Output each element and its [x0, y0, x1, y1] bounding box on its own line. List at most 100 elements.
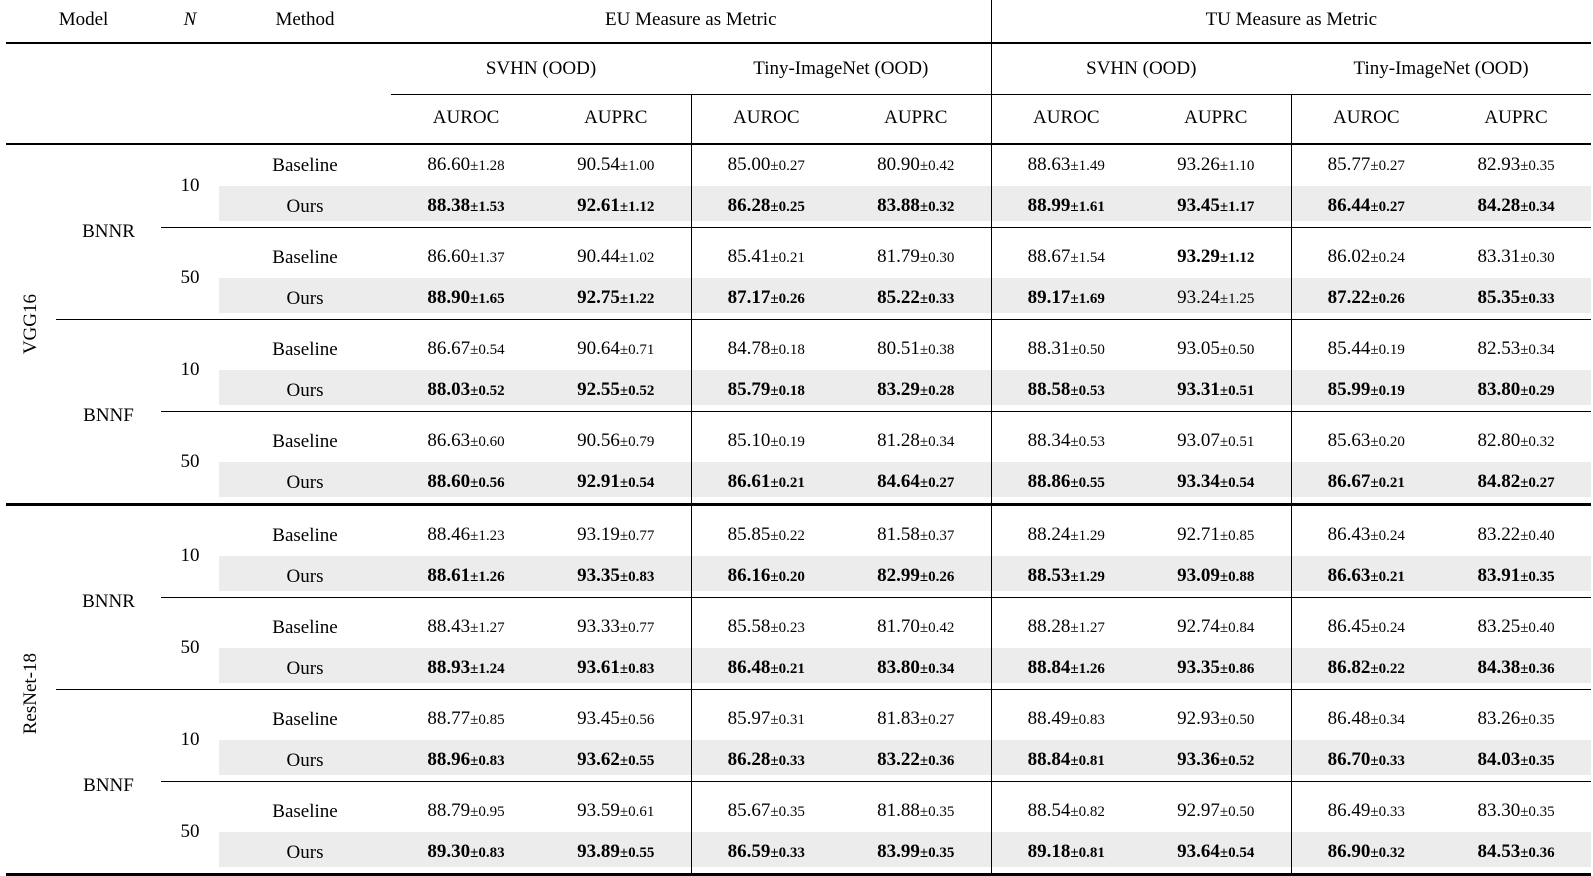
metric-mean: 84.03: [1477, 749, 1521, 770]
metric-mean: 93.59: [577, 800, 620, 821]
metric-std: ±0.29: [1520, 383, 1555, 399]
metric-mean: 88.46: [427, 524, 471, 545]
metric-mean: 86.48: [1327, 708, 1371, 729]
method-cell: Ours: [219, 186, 392, 228]
method-cell: Ours: [219, 278, 392, 320]
metric-std: ±0.35: [770, 804, 805, 820]
metric-mean: 85.67: [727, 800, 771, 821]
metric-std: ±0.79: [619, 434, 655, 450]
metric-value-cell: 85.63±0.20: [1290, 411, 1442, 462]
method-cell: Baseline: [219, 689, 392, 740]
metric-mean: 83.25: [1477, 616, 1521, 637]
metric-std: ±1.00: [619, 158, 655, 174]
header-row-groups: Model N Method EU Measure as Metric TU M…: [6, 0, 1592, 44]
ours-row: Ours 89.30±0.83 93.89±0.55 86.59±0.33 83.99±…: [6, 832, 1592, 875]
metric-value-cell: 85.58±0.23: [690, 597, 842, 648]
metric-value-cell: 88.86±0.55: [990, 462, 1142, 505]
metric-std: ±0.34: [1520, 342, 1555, 358]
metric-std: ±0.33: [919, 291, 955, 307]
metric-std: ±0.24: [1370, 250, 1405, 266]
metric-std: ±1.65: [470, 291, 505, 307]
metric-std: ±1.12: [1219, 250, 1255, 266]
bnn-type-cell: BNNR: [56, 503, 162, 690]
metric-value-cell: 81.83±0.27: [841, 689, 992, 740]
bnn-type-cell: BNNF: [56, 689, 162, 875]
metric-mean: 86.43: [1327, 524, 1371, 545]
metric-std: ±1.54: [1070, 250, 1105, 266]
col-group-tu-measure: TU Measure as Metric: [990, 0, 1592, 44]
metric-std: ±0.32: [919, 199, 955, 215]
metric-mean: 93.36: [1177, 749, 1220, 770]
metric-mean: 88.67: [1027, 246, 1071, 267]
metric-mean: 83.29: [877, 379, 920, 400]
metric-value-cell: 92.55±0.52: [541, 370, 692, 412]
metric-std: ±0.27: [919, 712, 955, 728]
metric-mean: 84.64: [877, 471, 920, 492]
metric-value-cell: 83.29±0.28: [841, 370, 992, 412]
metric-mean: 86.63: [427, 430, 471, 451]
model-label-cell: ResNet-18: [6, 503, 56, 875]
metric-value-cell: 93.45±1.17: [1141, 186, 1292, 228]
ours-row: Ours 88.61±1.26 93.35±0.83 86.16±0.20 82.99±…: [6, 556, 1592, 598]
metric-std: ±0.85: [1219, 528, 1255, 544]
metric-mean: 86.45: [1327, 616, 1371, 637]
metric-std: ±1.29: [1070, 569, 1105, 585]
metric-mean: 85.00: [727, 154, 771, 175]
metric-std: ±0.33: [1370, 804, 1405, 820]
metric-mean: 88.77: [427, 708, 471, 729]
method-cell: Ours: [219, 740, 392, 782]
metric-mean: 86.28: [727, 195, 771, 216]
metric-std: ±0.27: [919, 475, 955, 491]
metric-mean: 86.90: [1327, 841, 1371, 862]
metric-std: ±0.25: [770, 199, 805, 215]
metric-value-cell: 86.63±0.60: [391, 411, 542, 462]
ours-row: Ours 88.93±1.24 93.61±0.83 86.48±0.21 83.80±…: [6, 648, 1592, 690]
metric-mean: 92.74: [1177, 616, 1220, 637]
metric-mean: 88.28: [1027, 616, 1071, 637]
metric-std: ±0.60: [470, 434, 505, 450]
metric-std: ±0.82: [1070, 804, 1105, 820]
metric-value-cell: 83.22±0.40: [1441, 503, 1592, 556]
metric-std: ±0.81: [1070, 845, 1105, 861]
metric-std: ±1.29: [1070, 528, 1105, 544]
n-value-cell: 10: [161, 319, 220, 412]
metric-mean: 88.49: [1027, 708, 1071, 729]
metric-value-cell: 90.54±1.00: [541, 144, 691, 186]
ours-row: Ours 88.60±0.56 92.91±0.54 86.61±0.21 84.64±…: [6, 462, 1592, 505]
metric-mean: 86.67: [1327, 471, 1371, 492]
metric-mean: 92.71: [1177, 524, 1220, 545]
metric-mean: 88.34: [1027, 430, 1071, 451]
metric-mean: 88.86: [1027, 471, 1071, 492]
metric-std: ±0.26: [919, 569, 955, 585]
metric-mean: 83.26: [1477, 708, 1521, 729]
metric-value-cell: 84.03±0.35: [1441, 740, 1592, 782]
n-value-cell: 10: [161, 689, 220, 782]
metric-value-cell: 83.30±0.35: [1441, 781, 1592, 832]
metric-mean: 93.35: [1177, 657, 1220, 678]
col-header-auprc: AUPRC: [841, 94, 992, 145]
metric-value-cell: 93.64±0.54: [1141, 832, 1292, 875]
metric-std: ±0.21: [770, 661, 805, 677]
metric-value-cell: 93.26±1.10: [1141, 144, 1291, 186]
metric-mean: 92.91: [577, 471, 620, 492]
metric-mean: 88.38: [427, 195, 471, 216]
metric-value-cell: 88.43±1.27: [391, 597, 542, 648]
metric-std: ±0.21: [1370, 569, 1405, 585]
metric-mean: 86.02: [1327, 246, 1371, 267]
metric-std: ±0.34: [919, 434, 955, 450]
metric-std: ±0.55: [1070, 475, 1105, 491]
metric-mean: 88.96: [427, 749, 471, 770]
metric-value-cell: 93.45±0.56: [541, 689, 692, 740]
metric-mean: 84.82: [1477, 471, 1521, 492]
metric-mean: 88.79: [427, 800, 471, 821]
metric-value-cell: 93.33±0.77: [541, 597, 692, 648]
ours-row: Ours 88.96±0.83 93.62±0.55 86.28±0.33 83.22±…: [6, 740, 1592, 782]
header-row-datasets: SVHN (OOD) Tiny-ImageNet (OOD) SVHN (OOD…: [6, 43, 1592, 95]
metric-std: ±0.33: [770, 753, 805, 769]
metric-std: ±0.18: [770, 342, 805, 358]
metric-std: ±0.18: [770, 383, 805, 399]
col-header-tu-tiny-imagenet: Tiny-ImageNet (OOD): [1291, 43, 1592, 95]
metric-mean: 93.26: [1177, 154, 1220, 175]
metric-mean: 86.82: [1327, 657, 1371, 678]
metric-value-cell: 86.90±0.32: [1290, 832, 1442, 875]
